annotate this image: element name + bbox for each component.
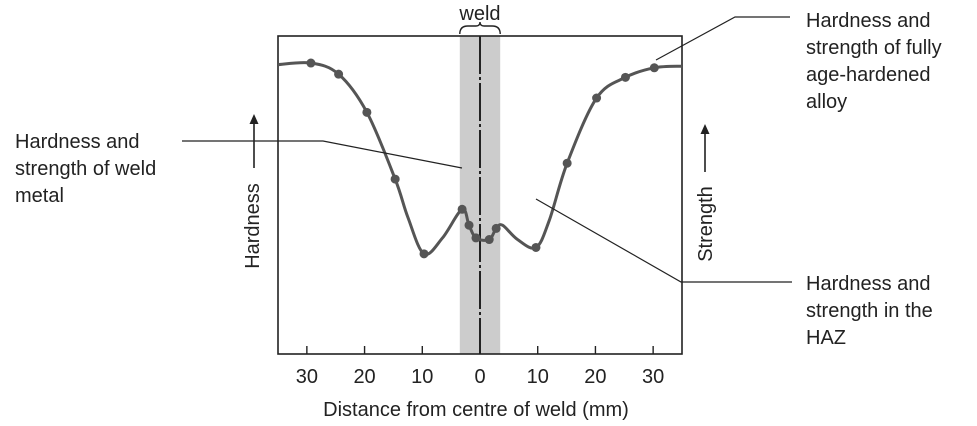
x-tick-label: 0 bbox=[474, 366, 485, 388]
x-tick-labels: 30 20 10 0 10 20 30 bbox=[296, 366, 665, 388]
x-axis-title: Distance from centre of weld (mm) bbox=[323, 399, 629, 421]
weld-label: weld bbox=[458, 3, 500, 25]
annotation-leaders bbox=[182, 16, 792, 283]
annotation-weld-metal-line: Hardness and bbox=[15, 131, 140, 153]
data-point bbox=[620, 72, 630, 82]
x-tick-label: 30 bbox=[642, 366, 664, 388]
y-axis-title-left: Hardness bbox=[242, 114, 264, 269]
x-ticks bbox=[306, 346, 654, 354]
data-point bbox=[457, 204, 467, 214]
x-tick-label: 20 bbox=[584, 366, 606, 388]
data-point bbox=[649, 63, 659, 73]
data-point bbox=[362, 107, 372, 117]
strength-arrow-head bbox=[700, 124, 710, 134]
x-tick-label: 10 bbox=[527, 366, 549, 388]
annotations: Hardness and strength of fully age-hardene… bbox=[15, 10, 942, 349]
data-point bbox=[306, 58, 316, 68]
data-point bbox=[464, 220, 474, 230]
annotation-haz-line: strength in the bbox=[806, 300, 933, 322]
x-tick-label: 30 bbox=[296, 366, 318, 388]
hardness-axis-label: Hardness bbox=[242, 183, 264, 269]
hardness-curve bbox=[277, 61, 683, 256]
data-point bbox=[334, 69, 344, 79]
data-point bbox=[531, 242, 541, 252]
x-tick-label: 10 bbox=[411, 366, 433, 388]
annotation-weld-metal-line: metal bbox=[15, 185, 64, 207]
annotation-weld-metal-line: strength of weld bbox=[15, 158, 156, 180]
leader-line bbox=[182, 140, 463, 169]
data-point bbox=[592, 93, 602, 103]
weld-brace bbox=[459, 21, 501, 35]
leader-line bbox=[535, 198, 792, 283]
data-points bbox=[306, 58, 659, 259]
annotation-haz-line: HAZ bbox=[806, 327, 846, 349]
data-point bbox=[484, 235, 494, 245]
data-point bbox=[562, 158, 572, 168]
hardness-arrow-head bbox=[249, 114, 259, 124]
strength-axis-label: Strength bbox=[695, 186, 717, 262]
leader-line bbox=[655, 16, 790, 61]
data-point bbox=[390, 174, 400, 184]
data-point bbox=[491, 223, 501, 233]
annotation-fully-aged-line: Hardness and bbox=[806, 10, 931, 32]
annotation-fully-aged-line: alloy bbox=[806, 91, 847, 113]
data-point bbox=[471, 233, 481, 243]
annotation-fully-aged-line: age-hardened bbox=[806, 64, 931, 86]
y-axis-title-right: Strength bbox=[695, 124, 717, 262]
annotation-haz-line: Hardness and bbox=[806, 273, 931, 295]
x-tick-label: 20 bbox=[353, 366, 375, 388]
annotation-fully-aged-line: strength of fully bbox=[806, 37, 942, 59]
data-point bbox=[419, 249, 429, 259]
